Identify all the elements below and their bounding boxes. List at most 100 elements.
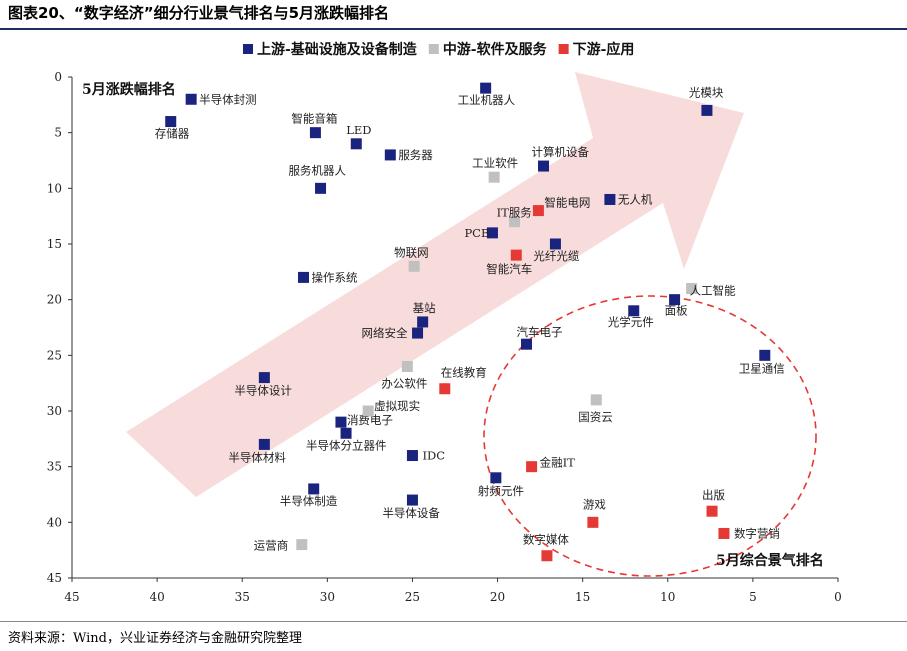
data-point [706,505,718,517]
highlight-ellipse [483,295,817,577]
data-label: 物联网 [394,245,429,259]
data-label: 智能音箱 [291,112,337,126]
data-point [258,438,270,450]
data-point [669,294,681,306]
title-rule [0,28,907,30]
data-point [165,116,177,128]
data-point [488,171,500,183]
data-label: 卫星通信 [739,361,785,375]
data-label: 消费电子 [347,413,393,427]
legend-label: 上游-基础设施及设备制造 [257,41,417,58]
data-point [587,516,599,528]
y-tick-label: 35 [47,460,62,474]
data-point [490,472,502,484]
data-point [541,550,553,562]
data-point [486,227,498,239]
x-tick-label: 30 [320,590,335,604]
data-point [309,127,321,139]
data-label: 人工智能 [690,284,736,298]
y-axis-title: 5月涨跌幅排名 [82,81,176,98]
legend-label: 中游-软件及服务 [443,41,548,58]
data-point [298,271,310,283]
data-label: 在线教育 [441,366,487,380]
data-label: 存储器 [155,127,190,141]
data-label: 半导体制造 [280,494,338,508]
chart-legend: 上游-基础设施及设备制造 中游-软件及服务 下游-应用 [243,41,634,58]
data-label: IT服务 [497,206,533,220]
data-point [686,283,698,295]
y-tick-label: 40 [47,515,62,529]
data-point [549,238,561,250]
source-note: 资料来源：Wind，兴业证券经济与金融研究院整理 [8,631,302,646]
data-label: IDC [422,449,445,463]
legend-marker [428,44,439,54]
data-point [258,372,270,384]
data-point [417,316,429,328]
data-point [401,360,413,372]
x-tick-label: 35 [235,590,250,604]
data-point [480,82,492,94]
legend-marker [243,44,253,54]
data-label: 数字营销 [734,526,780,540]
data-label: 光模块 [689,85,724,99]
data-point [759,349,771,361]
y-tick-label: 10 [47,181,62,195]
data-label: 半导体材料 [228,450,286,464]
data-label: 工业软件 [472,156,518,170]
data-point [604,193,616,205]
data-point [406,494,418,506]
data-label: 虚拟现实 [374,399,420,413]
x-tick-label: 0 [834,590,842,604]
data-label: 运营商 [254,539,288,553]
data-label: 数字媒体 [523,533,569,547]
data-point [701,104,713,116]
data-point [296,539,308,551]
data-label: 服务机器人 [289,163,347,177]
data-point [510,249,522,261]
data-label: 办公软件 [381,376,427,390]
chart-background-layer [126,72,817,577]
data-label: 国资云 [578,410,613,424]
source-rule [0,621,907,622]
figure-title: 图表20、“数字经济”细分行业景气排名与5月涨跌幅排名 [8,4,390,22]
data-label: 光纤光缆 [533,249,579,263]
y-tick-label: 25 [47,348,62,362]
data-label: 游戏 [583,497,606,511]
data-label: 半导体封测 [199,92,257,106]
y-tick-label: 0 [54,70,62,84]
x-tick-label: 10 [660,590,675,604]
data-label: 射频元件 [478,484,524,498]
y-tick-label: 15 [47,237,62,251]
data-point [408,260,420,272]
data-point [185,93,197,105]
data-label: 面板 [665,304,688,318]
data-label: 出版 [702,488,725,502]
y-tick-label: 30 [47,404,62,418]
data-point [590,394,602,406]
data-label: 工业机器人 [458,93,516,107]
data-label: 服务器 [398,148,433,162]
x-axis-title: 5月综合景气排名 [716,552,824,569]
data-label: 半导体设备 [382,506,440,520]
data-label: 无人机 [618,192,653,206]
data-label: 智能电网 [544,196,590,210]
x-tick-label: 40 [149,590,164,604]
data-point [350,138,362,150]
data-label: 光学元件 [608,315,654,329]
data-point [308,483,320,495]
data-label: 金融IT [540,456,576,470]
trend-arrow [126,72,744,497]
data-point [718,527,730,539]
data-point [335,416,347,428]
data-label: PCB [464,226,489,240]
legend-marker [558,44,569,54]
data-label: 半导体分立器件 [306,438,387,452]
x-tick-label: 45 [64,590,79,604]
x-tick-label: 25 [405,590,420,604]
data-label: 智能汽车 [486,262,532,276]
data-point [532,205,544,217]
y-tick-label: 5 [54,126,62,140]
data-label: 汽车电子 [516,325,562,339]
